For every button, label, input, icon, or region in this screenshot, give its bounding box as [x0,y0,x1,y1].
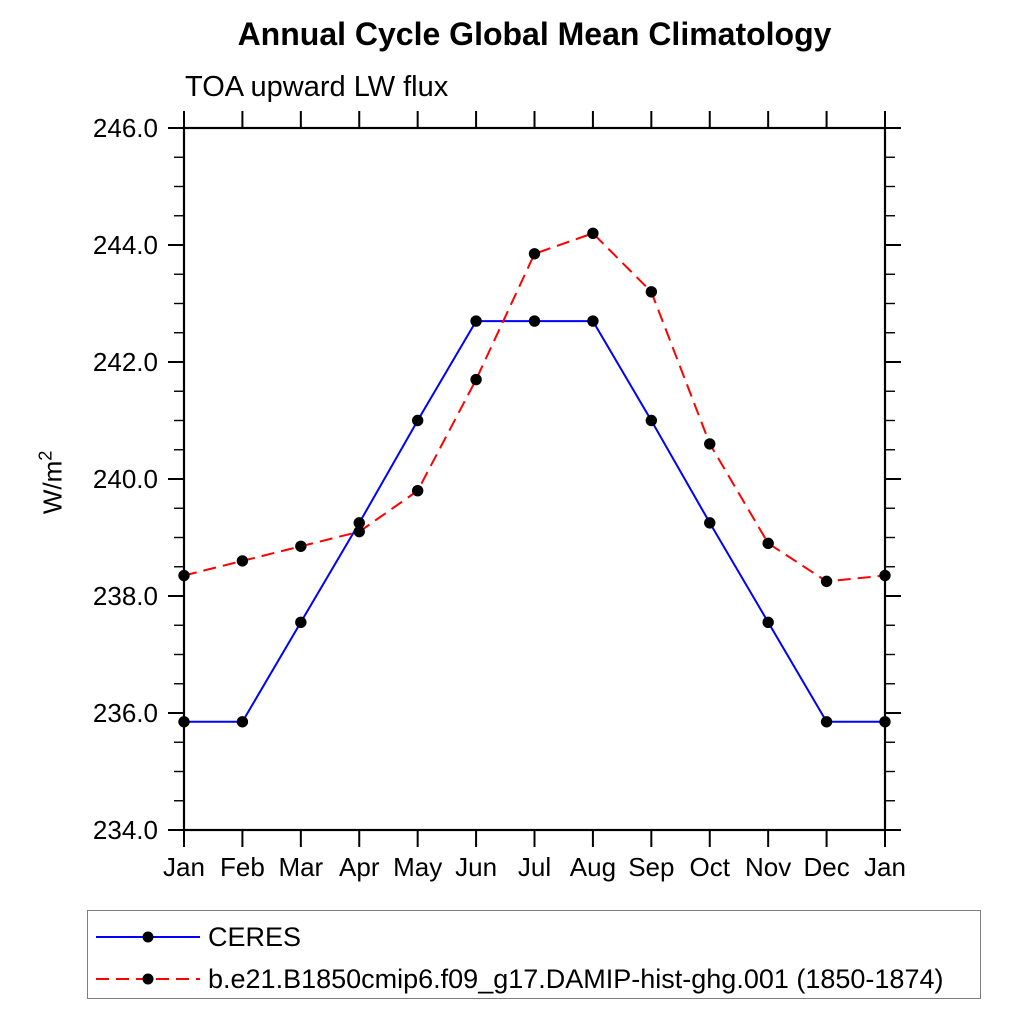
y-tick-label: 242.0 [93,347,158,377]
legend-line-swatch-0 [96,931,200,943]
chart-subtitle: TOA upward LW flux [185,71,449,103]
y-tick-label: 236.0 [93,698,158,728]
x-tick-label: Jan [163,852,205,882]
legend: CERES b.e21.B1850cmip6.f09_g17.DAMIP-his… [87,910,981,999]
data-point-s1-6 [528,248,541,260]
x-tick-label: Aug [570,852,616,882]
legend-label-0: CERES [208,921,302,952]
data-point-s1-4 [411,485,424,497]
x-tick-label: Dec [803,852,849,882]
data-point-s1-8 [645,286,658,298]
legend-item-0: CERES [88,916,980,958]
data-point-s1-11 [820,575,833,588]
x-tick-label: Jun [455,852,497,882]
y-tick-label: 246.0 [93,113,158,143]
data-point-s0-3 [353,517,365,529]
x-tick-label: May [393,852,442,882]
chart-title: Annual Cycle Global Mean Climatology [237,16,832,52]
y-tick-label: 244.0 [93,230,158,260]
x-tick-label: Oct [690,852,731,882]
legend-label-1: b.e21.B1850cmip6.f09_g17.DAMIP-hist-ghg.… [208,963,944,994]
x-tick-label: Feb [220,852,265,882]
data-point-s0-11 [820,716,833,728]
series-line-1 [183,232,886,583]
x-tick-label: Nov [745,852,791,882]
data-point-s1-9 [704,438,716,450]
plot-frame [182,126,887,832]
data-point-s0-10 [762,616,774,629]
data-point-s1-12 [879,569,891,582]
data-point-s1-0 [178,569,190,582]
data-point-s0-1 [236,716,249,728]
data-point-s1-2 [295,540,307,552]
data-point-s0-5 [470,315,482,327]
x-tick-label: Jul [518,852,551,882]
data-point-s0-2 [295,616,307,629]
x-tick-label: Sep [628,852,674,882]
x-tick-label: Mar [278,852,323,882]
x-tick-label: Jan [864,852,906,882]
y-tick-label: 240.0 [93,464,158,494]
data-point-s1-10 [762,537,774,550]
data-point-s1-7 [587,227,599,239]
data-point-s0-9 [704,517,716,529]
data-point-s0-0 [178,716,190,728]
data-point-s0-12 [879,716,891,728]
legend-line-swatch-1 [96,973,200,985]
data-point-s0-4 [411,414,424,427]
series-line-0 [184,320,885,723]
y-tick-label: 234.0 [93,815,158,845]
data-point-s1-3 [353,525,365,538]
data-point-s1-1 [236,555,249,567]
data-point-s0-8 [645,414,658,427]
x-tick-label: Apr [339,852,380,882]
data-point-s1-5 [470,373,482,386]
data-point-s0-7 [587,315,599,327]
data-point-s0-6 [528,315,541,327]
legend-item-1: b.e21.B1850cmip6.f09_g17.DAMIP-hist-ghg.… [88,958,980,1000]
y-tick-label: 238.0 [93,581,158,611]
